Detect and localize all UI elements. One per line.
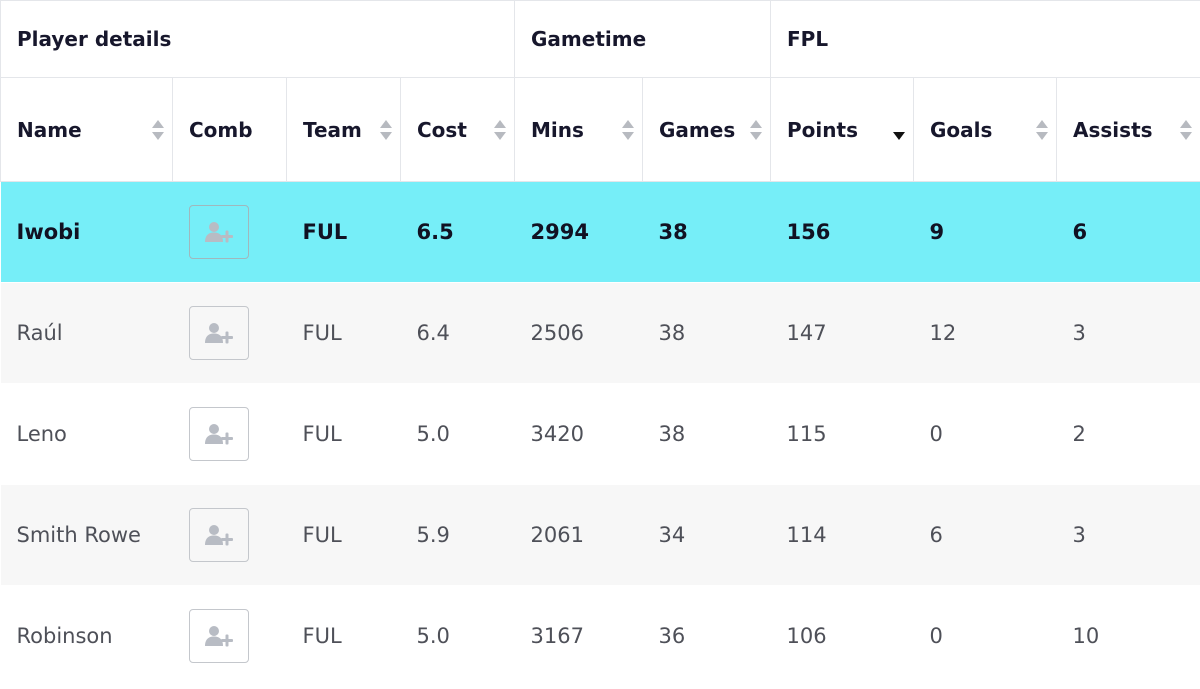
team-cell: FUL xyxy=(286,282,401,384)
goals-cell: 6 xyxy=(913,484,1057,586)
games-cell: 36 xyxy=(642,585,771,687)
table-row[interactable]: Smith Rowe FUL 5.9 2061 34 114 6 3 xyxy=(0,484,1200,586)
player-name-cell: Leno xyxy=(0,383,173,485)
column-header-row: Name Comb Team Cost Mins Games xyxy=(0,77,1200,182)
column-header-games[interactable]: Games xyxy=(641,77,772,182)
comb-cell xyxy=(172,585,287,687)
points-cell: 147 xyxy=(770,282,914,384)
comb-cell xyxy=(172,282,287,384)
table-body: Iwobi FUL 6.5 2994 38 156 9 6 Raúl FUL 6.4 2506 38 14… xyxy=(0,181,1200,687)
points-cell: 114 xyxy=(770,484,914,586)
add-to-comb-button[interactable] xyxy=(188,508,249,562)
sort-icon[interactable] xyxy=(750,119,763,141)
goals-cell: 0 xyxy=(913,585,1057,687)
column-header-label: Points xyxy=(787,117,858,142)
column-header-label: Mins xyxy=(531,117,584,142)
column-header-comb: Comb xyxy=(172,77,287,182)
sort-icon[interactable] xyxy=(622,119,634,141)
cost-cell: 6.5 xyxy=(400,181,515,283)
column-header-label: Assists xyxy=(1073,117,1153,142)
assists-cell: 3 xyxy=(1056,282,1200,384)
mins-cell: 2061 xyxy=(514,484,643,586)
assists-cell: 10 xyxy=(1056,585,1200,687)
sort-icon[interactable] xyxy=(494,119,506,141)
column-header-label: Cost xyxy=(417,117,467,142)
add-to-comb-button[interactable] xyxy=(188,609,249,663)
sort-icon[interactable] xyxy=(152,119,164,141)
mins-cell: 2506 xyxy=(514,282,643,384)
add-to-comb-button[interactable] xyxy=(188,407,249,461)
team-cell: FUL xyxy=(286,484,401,586)
team-cell: FUL xyxy=(286,585,401,687)
sort-descending-icon[interactable] xyxy=(893,119,906,141)
column-header-team[interactable]: Team xyxy=(286,77,401,182)
add-user-icon xyxy=(204,524,234,546)
points-cell: 106 xyxy=(770,585,914,687)
mins-cell: 2994 xyxy=(514,181,643,283)
cost-cell: 5.0 xyxy=(400,383,515,485)
assists-cell: 6 xyxy=(1056,181,1200,283)
comb-cell xyxy=(172,383,287,485)
column-header-label: Team xyxy=(303,117,362,142)
table-row[interactable]: Leno FUL 5.0 3420 38 115 0 2 xyxy=(0,383,1200,485)
column-group-header-row: Player details Gametime FPL xyxy=(0,0,1200,78)
goals-cell: 0 xyxy=(913,383,1057,485)
games-cell: 38 xyxy=(642,282,771,384)
column-header-goals[interactable]: Goals xyxy=(913,77,1058,182)
column-header-mins[interactable]: Mins xyxy=(514,77,643,182)
table-row[interactable]: Raúl FUL 6.4 2506 38 147 12 3 xyxy=(0,282,1200,384)
sort-icon[interactable] xyxy=(380,119,392,141)
cost-cell: 6.4 xyxy=(400,282,515,384)
goals-cell: 9 xyxy=(913,181,1057,283)
player-name-cell: Robinson xyxy=(0,585,173,687)
player-name-cell: Raúl xyxy=(0,282,173,384)
comb-cell xyxy=(172,484,287,586)
player-name-cell: Iwobi xyxy=(0,181,173,283)
points-cell: 156 xyxy=(770,181,914,283)
group-header-player-details: Player details xyxy=(0,0,515,78)
assists-cell: 2 xyxy=(1056,383,1200,485)
table-row[interactable]: Robinson FUL 5.0 3167 36 106 0 10 xyxy=(0,585,1200,687)
column-header-label: Name xyxy=(17,117,82,142)
add-user-icon xyxy=(204,625,234,647)
cost-cell: 5.9 xyxy=(400,484,515,586)
games-cell: 38 xyxy=(642,181,771,283)
add-to-comb-button[interactable] xyxy=(188,205,249,259)
column-header-label: Games xyxy=(659,117,736,142)
column-header-assists[interactable]: Assists xyxy=(1056,77,1200,182)
column-header-label: Goals xyxy=(930,117,993,142)
goals-cell: 12 xyxy=(913,282,1057,384)
points-cell: 115 xyxy=(770,383,914,485)
team-cell: FUL xyxy=(286,181,401,283)
sort-icon[interactable] xyxy=(1036,119,1049,141)
column-header-label: Comb xyxy=(189,117,253,142)
games-cell: 38 xyxy=(642,383,771,485)
group-header-gametime: Gametime xyxy=(513,0,772,78)
assists-cell: 3 xyxy=(1056,484,1200,586)
cost-cell: 5.0 xyxy=(400,585,515,687)
add-user-icon xyxy=(204,423,234,445)
mins-cell: 3420 xyxy=(514,383,643,485)
column-header-name[interactable]: Name xyxy=(0,77,173,182)
add-to-comb-button[interactable] xyxy=(188,306,249,360)
column-header-cost[interactable]: Cost xyxy=(400,77,515,182)
group-header-fpl: FPL xyxy=(770,0,1200,78)
sort-icon[interactable] xyxy=(1180,119,1193,141)
column-header-points[interactable]: Points xyxy=(770,77,915,182)
table-row-selected[interactable]: Iwobi FUL 6.5 2994 38 156 9 6 xyxy=(0,181,1200,283)
player-name-cell: Smith Rowe xyxy=(0,484,173,586)
mins-cell: 3167 xyxy=(514,585,643,687)
add-user-icon xyxy=(204,221,234,243)
games-cell: 34 xyxy=(642,484,771,586)
add-user-icon xyxy=(204,322,234,344)
comb-cell xyxy=(172,181,287,283)
team-cell: FUL xyxy=(286,383,401,485)
